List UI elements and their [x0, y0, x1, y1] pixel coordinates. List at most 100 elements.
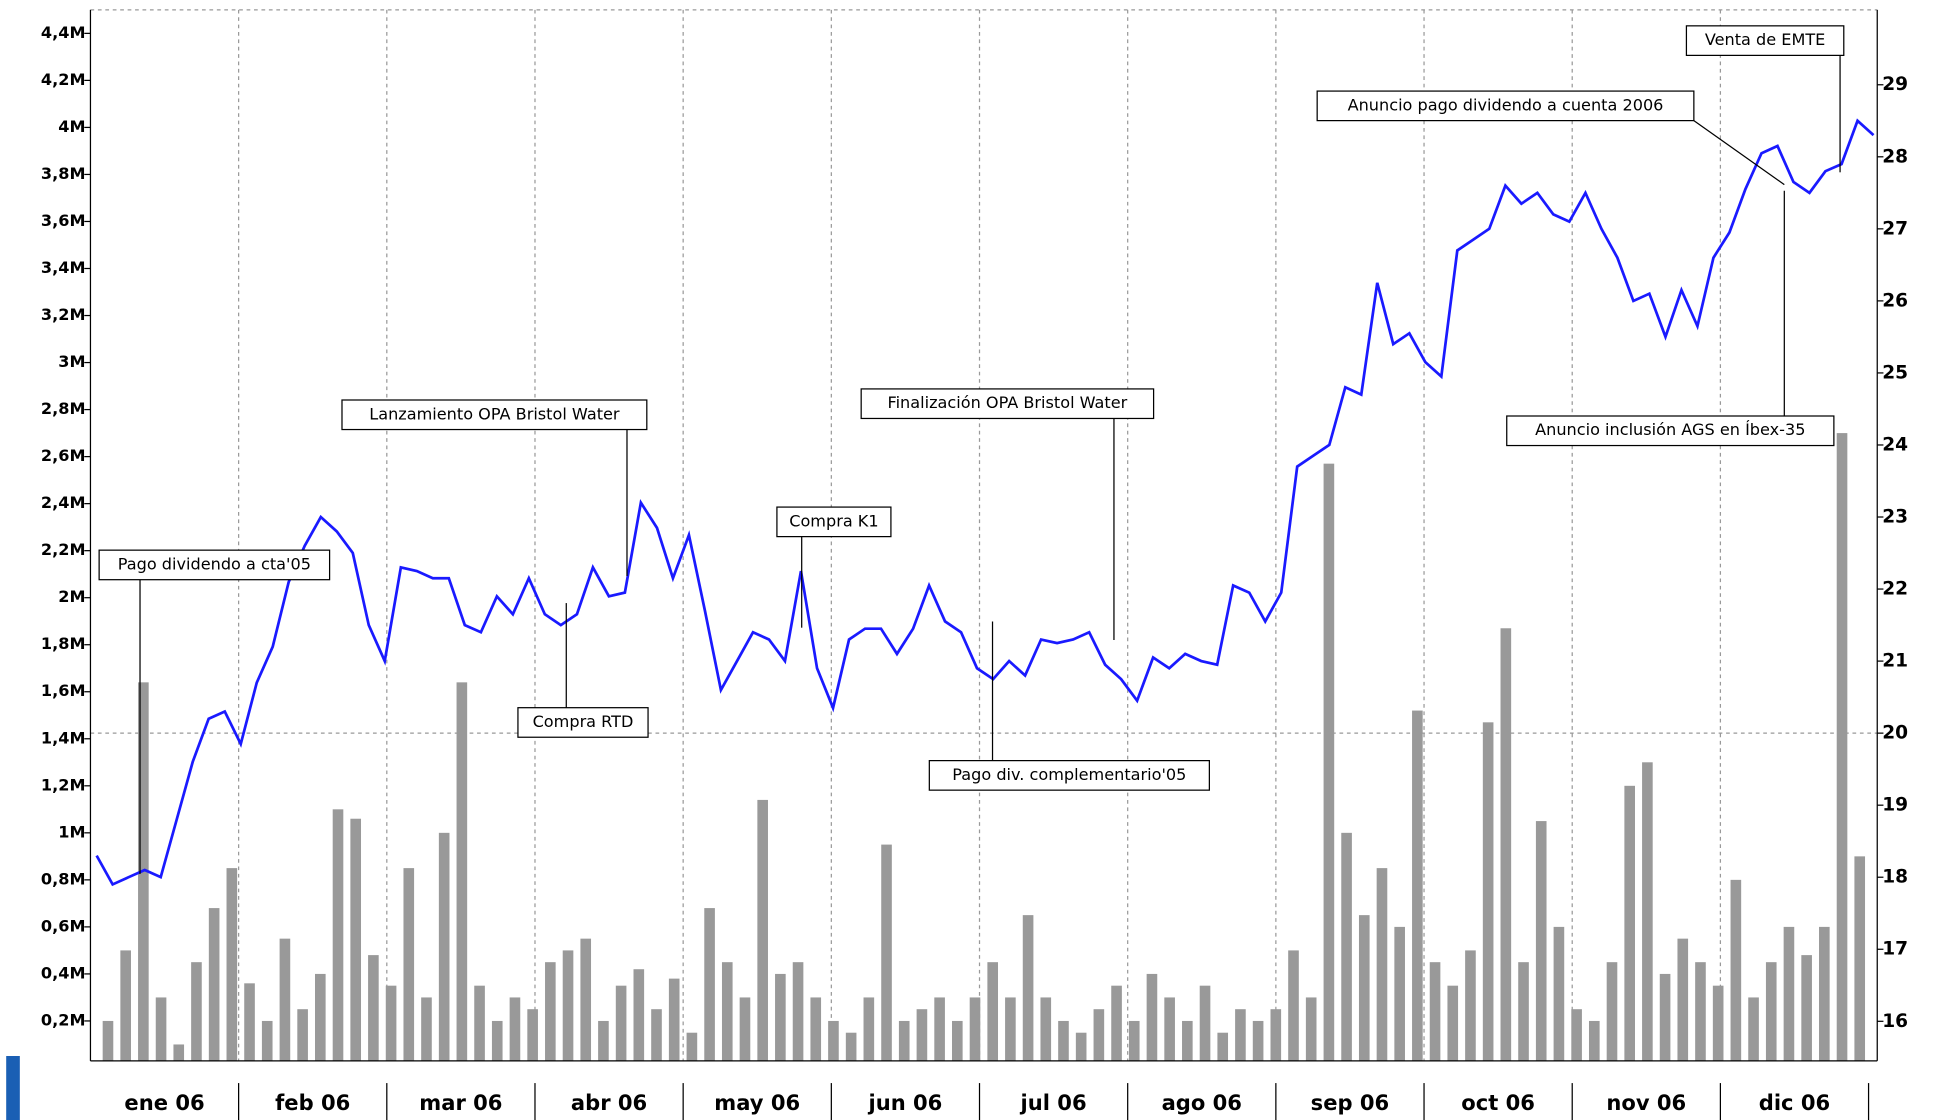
volume-bar: [1836, 433, 1848, 1061]
y-tick-label: 4,2M: [41, 70, 86, 89]
volume-bar: [1040, 997, 1052, 1061]
volume-bar: [1093, 1009, 1105, 1061]
x-tick-label: jul 06: [1020, 1091, 1087, 1115]
volume-bar: [739, 997, 751, 1061]
volume-bar: [1765, 962, 1777, 1061]
volume-bar: [527, 1009, 538, 1061]
annotation: Pago div. complementario'05: [952, 765, 1186, 784]
y-tick-label: 0,4M: [41, 963, 86, 982]
volume-bar: [368, 955, 379, 1061]
volume-bar: [261, 1020, 273, 1061]
y-tick-label: 1,6M: [41, 681, 86, 700]
volume-bar: [1819, 926, 1830, 1061]
volume-bar: [474, 985, 485, 1061]
x-tick-label: feb 06: [275, 1091, 350, 1115]
volume-bar: [1571, 1009, 1582, 1061]
y-tick-label: 4M: [58, 117, 85, 136]
y-tick-label: 3,6M: [41, 211, 86, 230]
volume-bar: [403, 868, 415, 1061]
annotation: Pago dividendo a cta'05: [118, 554, 311, 573]
volume-bar: [881, 844, 892, 1061]
y2-tick-label: 24: [1882, 435, 1908, 456]
volume-bar: [1783, 926, 1795, 1061]
volume-bar: [1323, 463, 1335, 1061]
x-tick-label: dic 06: [1759, 1091, 1830, 1115]
volume-bar: [686, 1032, 698, 1061]
volume-bar: [1659, 973, 1671, 1061]
annotation-box: [928, 760, 1210, 791]
annotation-leader: [1693, 120, 1785, 186]
volume-bar: [1111, 985, 1122, 1061]
volume-bar: [1005, 997, 1016, 1061]
y-tick-label: 4,4M: [41, 23, 86, 42]
annotation: Finalización OPA Bristol Water: [888, 393, 1128, 412]
volume-bar: [314, 973, 326, 1061]
y2-tick-label: 28: [1882, 146, 1908, 167]
volume-bar: [279, 938, 291, 1061]
volume-bar: [1394, 926, 1405, 1061]
volume-bar: [226, 868, 238, 1061]
volume-bar: [1022, 915, 1034, 1061]
volume-bar: [916, 1009, 928, 1061]
volume-bar: [491, 1020, 503, 1061]
volume-bar: [562, 950, 574, 1061]
y2-tick-label: 25: [1882, 362, 1908, 383]
y-tick-label: 3,4M: [41, 258, 86, 277]
volume-bar: [1128, 1020, 1140, 1061]
annotation: Venta de EMTE: [1705, 30, 1825, 49]
annotation: Lanzamiento OPA Bristol Water: [369, 404, 620, 423]
volume-bar: [1535, 821, 1547, 1061]
y2-tick-label: 23: [1882, 507, 1908, 528]
annotation-box: [1506, 415, 1835, 447]
volume-bar: [580, 938, 592, 1061]
volume-bar: [102, 1020, 114, 1061]
y2-tick-label: 20: [1882, 723, 1908, 744]
volume-bar: [438, 832, 450, 1061]
y-tick-label: 3,8M: [41, 164, 86, 183]
y2-tick-label: 22: [1882, 579, 1908, 600]
volume-bar: [456, 682, 468, 1061]
y-tick-label: 2,6M: [41, 446, 86, 465]
y2-tick-label: 18: [1882, 867, 1908, 888]
volume-bar: [1058, 1020, 1069, 1061]
volume-bar: [898, 1020, 910, 1061]
volume-bar: [1146, 973, 1158, 1061]
y-tick-label: 0,2M: [41, 1010, 86, 1029]
volume-bar: [615, 985, 627, 1061]
volume-bar: [1748, 997, 1759, 1061]
volume-bar: [1270, 1009, 1282, 1061]
volume-bar: [598, 1020, 609, 1061]
x-tick-label: jun 06: [867, 1091, 942, 1115]
volume-bar: [1341, 832, 1352, 1061]
annotation-box: [860, 388, 1155, 420]
volume-bar: [155, 997, 167, 1061]
volume-bar: [845, 1032, 857, 1061]
x-tick-label: ene 06: [124, 1091, 204, 1115]
volume-bar: [1606, 962, 1618, 1061]
annotation-box: [776, 506, 892, 538]
annotation-box: [1316, 90, 1695, 122]
x-tick-label: abr 06: [571, 1091, 647, 1115]
y-tick-label: 1M: [58, 822, 85, 841]
x-tick-label: may 06: [714, 1091, 800, 1115]
annotation-box: [1685, 25, 1845, 57]
volume-bar: [1695, 962, 1706, 1061]
y-tick-label: 1,4M: [41, 728, 86, 747]
volume-bar: [1801, 955, 1812, 1061]
annotation: Anuncio pago dividendo a cuenta 2006: [1348, 95, 1664, 114]
annotation-box: [341, 399, 648, 431]
volume-bar: [191, 962, 202, 1061]
volume-bar: [757, 799, 768, 1061]
volume-bar: [208, 908, 220, 1061]
volume-bar: [1677, 938, 1689, 1061]
volume-bar: [173, 1044, 185, 1061]
volume-bar: [704, 908, 715, 1061]
annotation-box: [517, 707, 649, 738]
volume-bar: [1358, 915, 1370, 1061]
y-tick-label: 2,4M: [41, 493, 86, 512]
volume-bar: [509, 997, 521, 1061]
y2-tick-label: 29: [1882, 74, 1908, 95]
volume-bar: [1588, 1020, 1600, 1061]
y-tick-label: 3,2M: [41, 305, 86, 324]
